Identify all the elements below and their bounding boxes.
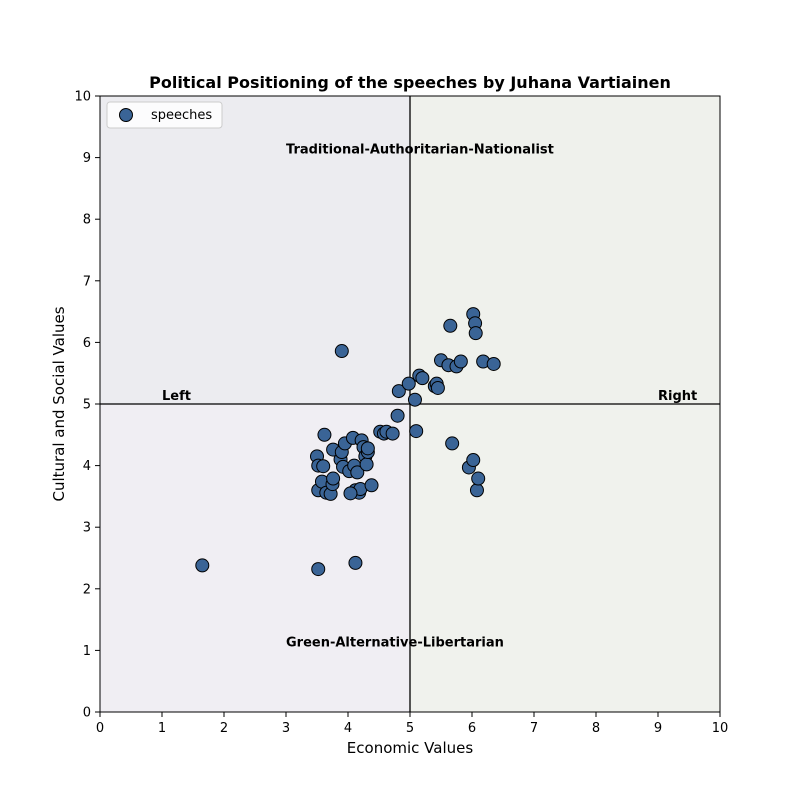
data-point bbox=[443, 318, 458, 333]
y-tick-label: 5 bbox=[83, 398, 91, 413]
data-point bbox=[390, 408, 405, 423]
quadrant-top-right bbox=[410, 96, 720, 404]
quadrant-top-left bbox=[100, 96, 410, 404]
x-axis-ticks: 0 1 2 3 4 5 6 7 8 9 10 bbox=[96, 712, 728, 736]
data-point bbox=[316, 459, 331, 474]
data-point bbox=[409, 424, 424, 439]
data-point bbox=[415, 371, 430, 386]
data-point bbox=[466, 453, 481, 468]
data-point bbox=[348, 555, 363, 570]
legend-label: speeches bbox=[151, 108, 212, 123]
data-point bbox=[317, 427, 332, 442]
y-tick-label: 6 bbox=[83, 336, 91, 351]
data-point bbox=[343, 486, 358, 501]
quadrant-annotation: Traditional-Authoritarian-Nationalist bbox=[286, 143, 554, 158]
data-point bbox=[359, 457, 374, 472]
y-axis-label: Cultural and Social Values bbox=[50, 306, 68, 501]
x-tick-label: 8 bbox=[592, 721, 600, 736]
data-point bbox=[401, 376, 416, 391]
x-tick-label: 10 bbox=[712, 721, 729, 736]
data-point bbox=[468, 326, 483, 341]
x-tick-label: 1 bbox=[158, 721, 166, 736]
data-point bbox=[471, 471, 486, 486]
data-point bbox=[326, 471, 341, 486]
data-points bbox=[195, 307, 501, 577]
chart-title: Political Positioning of the speeches by… bbox=[149, 73, 671, 92]
data-point bbox=[445, 436, 460, 451]
x-tick-label: 7 bbox=[530, 721, 538, 736]
legend-box bbox=[106, 101, 223, 129]
data-point bbox=[486, 356, 501, 371]
y-tick-label: 8 bbox=[83, 213, 91, 228]
y-tick-label: 2 bbox=[83, 582, 91, 597]
data-point bbox=[195, 558, 210, 573]
y-tick-label: 3 bbox=[83, 521, 91, 536]
x-tick-label: 2 bbox=[220, 721, 228, 736]
x-tick-label: 4 bbox=[344, 721, 352, 736]
x-tick-label: 0 bbox=[96, 721, 104, 736]
data-point bbox=[385, 426, 400, 441]
data-point bbox=[430, 380, 445, 395]
quadrant-annotations: Traditional-Authoritarian-Nationalist Gre… bbox=[162, 143, 697, 651]
quadrant-annotation: Green-Alternative-Libertarian bbox=[286, 635, 504, 650]
y-tick-label: 10 bbox=[74, 90, 91, 105]
x-tick-label: 6 bbox=[468, 721, 476, 736]
y-tick-label: 9 bbox=[83, 151, 91, 166]
legend-marker bbox=[119, 108, 133, 122]
data-point bbox=[364, 478, 379, 493]
data-point bbox=[469, 483, 484, 498]
x-tick-label: 9 bbox=[654, 721, 662, 736]
legend: speeches bbox=[106, 101, 223, 129]
data-point bbox=[334, 344, 349, 359]
y-tick-label: 4 bbox=[83, 459, 91, 474]
y-tick-label: 1 bbox=[83, 644, 91, 659]
x-tick-label: 3 bbox=[282, 721, 290, 736]
y-axis-ticks: 0 1 2 3 4 5 6 7 8 9 10 bbox=[74, 90, 100, 721]
quadrant-bottom-right bbox=[410, 404, 720, 712]
data-point bbox=[407, 392, 422, 407]
y-tick-label: 0 bbox=[83, 706, 91, 721]
data-point bbox=[360, 441, 375, 456]
x-axis-label: Economic Values bbox=[347, 739, 474, 757]
data-point bbox=[350, 465, 365, 480]
data-point bbox=[311, 562, 326, 577]
x-tick-label: 5 bbox=[406, 721, 414, 736]
data-point bbox=[453, 354, 468, 369]
y-tick-label: 7 bbox=[83, 274, 91, 289]
data-point bbox=[391, 384, 406, 399]
quadrant-annotation: Left bbox=[162, 389, 191, 404]
quadrant-annotation: Right bbox=[658, 389, 697, 404]
